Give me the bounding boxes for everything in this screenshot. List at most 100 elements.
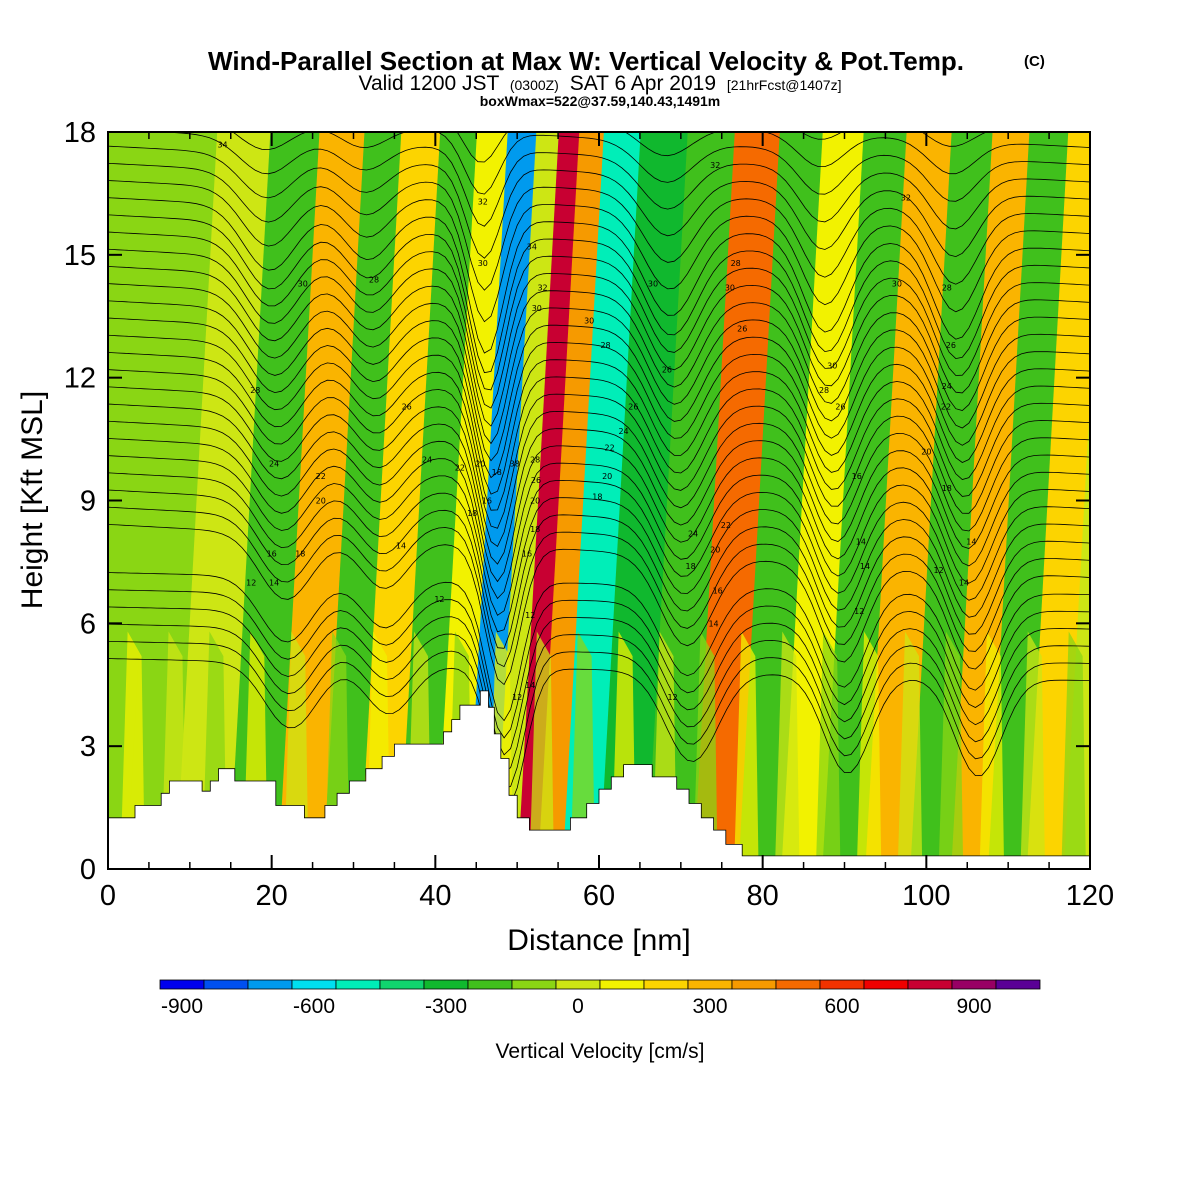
- contour-label: 16: [852, 472, 862, 481]
- contour-label: 22: [721, 521, 731, 530]
- contour-label: 18: [295, 550, 305, 559]
- svg-text:28: 28: [369, 275, 379, 284]
- svg-text:22: 22: [721, 521, 731, 530]
- svg-text:14: 14: [269, 578, 279, 587]
- colorbar-bin: [819, 979, 865, 990]
- svg-text:16: 16: [713, 587, 723, 596]
- terrain: [108, 690, 1090, 869]
- svg-text:26: 26: [737, 325, 747, 334]
- contour-label: 14: [269, 578, 279, 587]
- colorbar-bin: [951, 979, 997, 990]
- colorbar-bin: [247, 979, 293, 990]
- contour-label: 16: [267, 550, 277, 559]
- svg-text:28: 28: [600, 341, 610, 350]
- svg-text:26: 26: [531, 476, 541, 485]
- svg-text:24: 24: [942, 382, 952, 391]
- contour-label: 30: [298, 279, 308, 288]
- svg-text:26: 26: [946, 341, 956, 350]
- low-level-cell: [774, 631, 800, 869]
- colorbar-tick-label: -600: [293, 995, 335, 1018]
- theta-contour: [108, 180, 1090, 323]
- theta-contour: [108, 640, 1090, 789]
- contour-label: 28: [819, 386, 829, 395]
- svg-text:16: 16: [522, 550, 532, 559]
- low-level-cell: [856, 631, 882, 869]
- contour-label: 24: [269, 460, 279, 469]
- contour-label: 16: [482, 497, 492, 506]
- colorbar-tick-label: 300: [692, 995, 727, 1018]
- x-tick-label: 80: [747, 880, 779, 912]
- svg-text:12: 12: [934, 566, 944, 575]
- low-level-cell: [734, 631, 759, 869]
- y-tick-label: 18: [64, 117, 96, 149]
- contour-label: 14: [959, 578, 969, 587]
- svg-text:30: 30: [298, 279, 308, 288]
- svg-text:14: 14: [959, 578, 969, 587]
- svg-text:14: 14: [525, 681, 535, 690]
- contour-label: 30: [892, 279, 902, 288]
- colorbar-bin: [203, 979, 249, 990]
- svg-text:28: 28: [731, 259, 741, 268]
- theta-contour: [800, 132, 988, 147]
- svg-text:24: 24: [618, 427, 628, 436]
- theta-contour: [108, 523, 1090, 686]
- chart-title-mark: (C): [1024, 53, 1045, 70]
- svg-text:38: 38: [510, 460, 520, 469]
- contour-label: 12: [854, 607, 864, 616]
- x-tick-label: 20: [256, 880, 288, 912]
- contour-label: 32: [478, 198, 488, 207]
- svg-text:18: 18: [295, 550, 305, 559]
- svg-text:30: 30: [584, 316, 594, 325]
- svg-text:18: 18: [942, 484, 952, 493]
- svg-text:34: 34: [527, 243, 537, 252]
- svg-text:22: 22: [941, 402, 951, 411]
- contour-label: 24: [942, 382, 952, 391]
- colorbar-tick-label: -300: [425, 995, 467, 1018]
- contour-label: 22: [605, 443, 615, 452]
- colorbar-bin: [555, 979, 601, 990]
- contour-label: 12: [512, 693, 522, 702]
- valid-prefix: Valid 1200 JST: [359, 72, 500, 95]
- contour-label: 24: [688, 529, 698, 538]
- contour-label: 20: [316, 497, 326, 506]
- contour-label: 28: [942, 284, 952, 293]
- contour-label: 18: [592, 492, 602, 501]
- x-tick-label: 0: [100, 880, 116, 912]
- colorbar-bin: [379, 979, 425, 990]
- y-tick-label: 6: [80, 608, 96, 640]
- theta-contour: [108, 455, 1090, 616]
- axes: 0 20 40 60 80 100 120 0 3 6 9 12 15 18: [64, 117, 1114, 912]
- contour-label: 14: [396, 542, 406, 551]
- colorbar: -900 -600 -300 0 300 600 900: [159, 979, 1041, 1018]
- theta-contour: [108, 438, 1090, 600]
- svg-text:26: 26: [835, 402, 845, 411]
- contour-label: 12: [246, 578, 256, 587]
- contour-label: 34: [527, 243, 537, 252]
- colorbar-bin: [335, 979, 381, 990]
- svg-text:20: 20: [921, 447, 931, 456]
- colorbar-tick-label: 0: [572, 995, 584, 1018]
- colorbar-bin: [863, 979, 909, 990]
- theta-contour: [108, 606, 1090, 756]
- contour-label: 20: [710, 546, 720, 555]
- y-tick-label: 3: [80, 731, 96, 763]
- svg-text:20: 20: [602, 472, 612, 481]
- theta-contour: [108, 403, 1090, 565]
- svg-text:28: 28: [250, 386, 260, 395]
- x-axis-title: Distance [nm]: [507, 924, 690, 957]
- contour-label: 26: [628, 402, 638, 411]
- svg-text:14: 14: [856, 537, 866, 546]
- low-level-cell: [938, 631, 964, 869]
- svg-text:16: 16: [267, 550, 277, 559]
- contour-label: 32: [537, 284, 547, 293]
- theta-contour: [108, 572, 1090, 722]
- svg-text:28: 28: [942, 284, 952, 293]
- colorbar-bin: [995, 979, 1041, 990]
- colorbar-title: Vertical Velocity [cm/s]: [496, 1040, 705, 1063]
- svg-text:28: 28: [819, 386, 829, 395]
- box-info: boxWmax=522@37.59,140.43,1491m: [480, 93, 721, 109]
- svg-text:12: 12: [668, 693, 678, 702]
